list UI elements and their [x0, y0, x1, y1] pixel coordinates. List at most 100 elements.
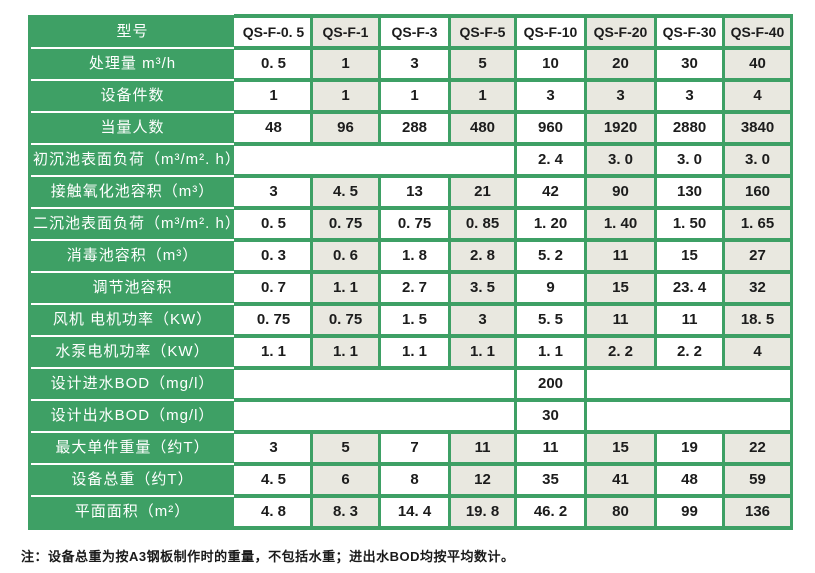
data-cell: 32 — [722, 270, 793, 306]
data-cell: 99 — [654, 494, 725, 530]
data-cell: 4. 8 — [234, 494, 313, 530]
data-cell: 2. 4 — [514, 142, 587, 178]
data-cell: 960 — [514, 110, 587, 146]
data-cell: 1. 1 — [514, 334, 587, 370]
data-cell: 1 — [378, 78, 451, 114]
table-row: 当量人数 48 96 288 480 960 1920 2880 3840 — [29, 110, 793, 146]
row-label: 二沉池表面负荷（m³/m². h） — [29, 207, 237, 241]
data-cell: 3. 0 — [722, 142, 793, 178]
data-cell: 8. 3 — [310, 494, 381, 530]
data-cell: 3. 0 — [584, 142, 657, 178]
data-cell: 5. 2 — [514, 238, 587, 274]
data-cell — [234, 366, 517, 402]
data-cell: 10 — [514, 46, 587, 82]
data-cell: 0. 75 — [310, 302, 381, 338]
data-cell: 4. 5 — [234, 462, 313, 498]
row-label: 接触氧化池容积（m³） — [29, 175, 237, 209]
data-cell: 3 — [514, 78, 587, 114]
data-cell: 5 — [310, 430, 381, 466]
data-cell: 27 — [722, 238, 793, 274]
data-cell: 2. 7 — [378, 270, 451, 306]
data-cell: 40 — [722, 46, 793, 82]
data-cell: 6 — [310, 462, 381, 498]
row-label: 消毒池容积（m³） — [29, 239, 237, 273]
data-cell: 3 — [448, 302, 517, 338]
data-cell: 1 — [310, 46, 381, 82]
data-cell: 48 — [234, 110, 313, 146]
row-label: 设备件数 — [29, 79, 237, 113]
column-header-qs-f-5: QS-F-5 — [448, 14, 517, 50]
data-cell: 130 — [654, 174, 725, 210]
data-cell: 90 — [584, 174, 657, 210]
column-header-qs-f-1: QS-F-1 — [310, 14, 381, 50]
table-row: 处理量 m³/h 0. 5 1 3 5 10 20 30 40 — [29, 46, 793, 82]
data-cell: 7 — [378, 430, 451, 466]
data-cell: 3 — [584, 78, 657, 114]
data-cell: 18. 5 — [722, 302, 793, 338]
data-cell: 1. 5 — [378, 302, 451, 338]
row-label: 设计出水BOD（mg/l） — [29, 399, 237, 433]
data-cell: 2880 — [654, 110, 725, 146]
data-cell: 11 — [584, 302, 657, 338]
data-cell: 0. 75 — [310, 206, 381, 242]
data-cell: 11 — [584, 238, 657, 274]
row-label: 平面面积（m²） — [29, 495, 237, 529]
data-cell: 5. 5 — [514, 302, 587, 338]
data-cell: 59 — [722, 462, 793, 498]
table-row: 设计进水BOD（mg/l） 200 — [29, 366, 793, 402]
data-cell: 1. 50 — [654, 206, 725, 242]
row-label: 调节池容积 — [29, 271, 237, 305]
data-cell: 12 — [448, 462, 517, 498]
data-cell — [584, 366, 793, 402]
data-cell: 1 — [310, 78, 381, 114]
data-cell: 0. 75 — [378, 206, 451, 242]
table-row: 设计出水BOD（mg/l） 30 — [29, 398, 793, 434]
data-cell: 21 — [448, 174, 517, 210]
data-cell: 48 — [654, 462, 725, 498]
data-cell: 41 — [584, 462, 657, 498]
table-row: 设备总重（约T） 4. 5 6 8 12 35 41 48 59 — [29, 462, 793, 498]
data-cell: 96 — [310, 110, 381, 146]
spec-table-container: 型号 QS-F-0. 5 QS-F-1 QS-F-3 QS-F-5 QS-F-1… — [28, 14, 793, 530]
column-header-qs-f-0-5: QS-F-0. 5 — [234, 14, 313, 50]
data-cell: 23. 4 — [654, 270, 725, 306]
data-cell: 5 — [448, 46, 517, 82]
data-cell: 288 — [378, 110, 451, 146]
data-cell: 30 — [654, 46, 725, 82]
data-cell: 4. 5 — [310, 174, 381, 210]
data-cell: 1. 1 — [310, 270, 381, 306]
data-cell: 11 — [514, 430, 587, 466]
data-cell: 1. 1 — [448, 334, 517, 370]
header-row: 型号 QS-F-0. 5 QS-F-1 QS-F-3 QS-F-5 QS-F-1… — [29, 14, 793, 50]
data-cell: 11 — [448, 430, 517, 466]
data-cell — [584, 398, 793, 434]
data-cell: 3 — [234, 174, 313, 210]
data-cell: 1 — [448, 78, 517, 114]
row-label: 最大单件重量（约T） — [29, 431, 237, 465]
data-cell: 22 — [722, 430, 793, 466]
column-header-qs-f-40: QS-F-40 — [722, 14, 793, 50]
column-header-qs-f-3: QS-F-3 — [378, 14, 451, 50]
data-cell: 19. 8 — [448, 494, 517, 530]
data-cell: 20 — [584, 46, 657, 82]
data-cell — [234, 142, 517, 178]
row-label: 当量人数 — [29, 111, 237, 145]
data-cell: 1. 1 — [234, 334, 313, 370]
table-row: 初沉池表面负荷（m³/m². h） 2. 4 3. 0 3. 0 3. 0 — [29, 142, 793, 178]
data-cell: 11 — [654, 302, 725, 338]
data-cell: 0. 3 — [234, 238, 313, 274]
table-row: 二沉池表面负荷（m³/m². h） 0. 5 0. 75 0. 75 0. 85 1. 2… — [29, 206, 793, 242]
data-cell: 30 — [514, 398, 587, 434]
data-cell: 1. 8 — [378, 238, 451, 274]
data-cell: 0. 5 — [234, 206, 313, 242]
data-cell: 0. 85 — [448, 206, 517, 242]
table-row: 风机 电机功率（KW） 0. 75 0. 75 1. 5 3 5. 5 11 11 18. 5 — [29, 302, 793, 338]
spec-table: 型号 QS-F-0. 5 QS-F-1 QS-F-3 QS-F-5 QS-F-1… — [28, 14, 793, 530]
data-cell: 8 — [378, 462, 451, 498]
data-cell: 0. 5 — [234, 46, 313, 82]
model-header-label: 型号 — [29, 15, 237, 49]
table-row: 平面面积（m²） 4. 8 8. 3 14. 4 19. 8 46. 2 80 99 136 — [29, 494, 793, 530]
data-cell: 19 — [654, 430, 725, 466]
data-cell: 1 — [234, 78, 313, 114]
